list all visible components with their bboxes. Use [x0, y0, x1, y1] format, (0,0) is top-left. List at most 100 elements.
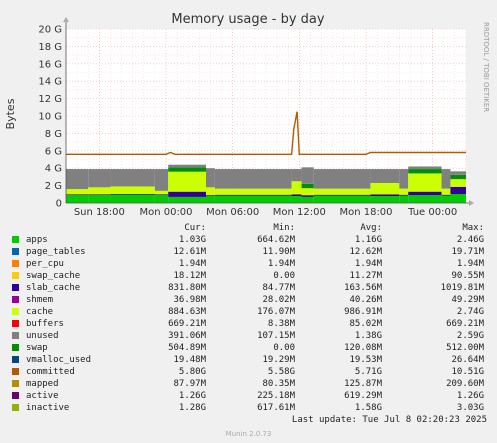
- area-slab-cache: [313, 194, 371, 196]
- legend-avg: 1.58G: [354, 403, 382, 413]
- area-slab-cache: [441, 194, 451, 196]
- legend-swatch: [12, 332, 19, 339]
- legend-header: Cur: Min: Avg: Max:: [12, 222, 488, 234]
- legend-min: 28.02M: [262, 295, 295, 305]
- legend-row-slab-cache: slab_cache 831.80M 84.77M 163.56M 1019.81M: [12, 282, 488, 294]
- legend-min: 80.35M: [262, 379, 295, 389]
- area-cache: [154, 190, 169, 195]
- legend-swatch: [12, 308, 19, 315]
- legend-cur: 884.63M: [168, 307, 206, 317]
- area-apps: [110, 194, 155, 203]
- area-apps: [408, 195, 442, 203]
- area-swap: [408, 169, 442, 174]
- legend-swatch: [12, 260, 19, 267]
- area-cache: [301, 188, 314, 196]
- legend-swatch: [12, 272, 19, 279]
- legend-swatch: [12, 284, 19, 291]
- memory-chart: Memory usage - by day Bytes RRDTOOL / TO…: [4, 12, 490, 218]
- area-slab-cache: [110, 193, 155, 195]
- col-avg: Avg:: [360, 223, 382, 233]
- area-swap: [301, 183, 314, 189]
- col-cur: Cur:: [184, 223, 206, 233]
- chart-title: Memory usage - by day: [171, 12, 324, 27]
- area-unused: [441, 169, 451, 189]
- legend-name: inactive: [26, 403, 70, 413]
- y-tick-label: 4 G: [45, 164, 62, 175]
- legend-min: 11.90M: [262, 247, 295, 257]
- area-apps: [168, 196, 206, 203]
- area-slab-cache: [301, 195, 314, 197]
- area-apps: [301, 196, 314, 203]
- legend-max: 10.51G: [451, 367, 484, 377]
- area-apps: [450, 194, 466, 203]
- x-tick-label: Mon 12:00: [273, 207, 326, 218]
- legend-min: 19.29M: [262, 355, 295, 365]
- legend-max: 2.46G: [456, 235, 484, 245]
- legend-row-swap-cache: swap_cache 18.12M 0.00 11.27M 90.55M: [12, 270, 488, 282]
- x-tick-labels: Sun 18:00 Mon 00:00 Mon 06:00 Mon 12:00 Mon …: [74, 207, 457, 218]
- legend-min: 107.15M: [257, 331, 295, 341]
- x-tick-label: Tue 00:00: [407, 207, 457, 218]
- legend-cur: 1.94M: [178, 259, 206, 269]
- area-unused: [66, 169, 89, 190]
- area-slab-cache: [206, 195, 215, 197]
- legend-avg: 5.71G: [354, 367, 382, 377]
- legend-swatch: [12, 296, 19, 303]
- y-tick-label: 6 G: [45, 146, 62, 157]
- area-slab-cache: [291, 194, 302, 197]
- area-cache: [313, 188, 371, 195]
- legend-min: 5.58G: [267, 367, 295, 377]
- legend-min: 8.38M: [267, 319, 295, 329]
- area-cache: [441, 188, 451, 195]
- legend-cur: 36.98M: [173, 295, 206, 305]
- area-unused: [206, 168, 215, 188]
- legend-swatch: [12, 392, 19, 399]
- legend-avg: 19.53M: [349, 355, 382, 365]
- legend-avg: 1.94M: [354, 259, 382, 269]
- legend-cur: 18.12M: [173, 271, 206, 281]
- legend-name: cache: [26, 307, 54, 317]
- area-apps: [214, 195, 292, 203]
- legend-name: vmalloc_used: [26, 355, 92, 365]
- area-swap: [450, 174, 466, 180]
- y-tick-label: 20 G: [38, 25, 62, 36]
- area-cache: [399, 188, 409, 195]
- area-apps: [206, 196, 215, 203]
- legend-max: 3.03G: [456, 403, 484, 413]
- area-apps: [88, 195, 111, 203]
- legend-max: 19.71M: [451, 247, 484, 257]
- legend-max: 26.64M: [451, 355, 484, 365]
- legend-name: buffers: [26, 319, 64, 329]
- area-cache: [408, 173, 442, 192]
- legend-max: 1019.81M: [440, 283, 484, 293]
- x-tick-label: Mon 00:00: [139, 207, 192, 218]
- area-slab-cache: [370, 194, 400, 197]
- legend-row-mapped: mapped 87.97M 80.35M 125.87M 209.60M: [12, 378, 488, 390]
- area-unused: [313, 169, 371, 189]
- legend-min: 176.07M: [257, 307, 295, 317]
- legend-row-shmem: shmem 36.98M 28.02M 40.26M 49.29M: [12, 294, 488, 306]
- x-axis-arrow: [469, 200, 474, 206]
- area-cache: [370, 182, 400, 195]
- legend-row-committed: committed 5.80G 5.58G 5.71G 10.51G: [12, 366, 488, 378]
- area-cache: [88, 187, 111, 195]
- legend-name: active: [26, 391, 59, 401]
- area-unused: [408, 166, 442, 170]
- legend-max: 1.26G: [456, 391, 484, 401]
- y-tick-label: 2 G: [45, 181, 62, 192]
- legend-cur: 19.48M: [173, 355, 206, 365]
- area-apps: [370, 196, 400, 203]
- x-tick-label: Mon 18:00: [339, 207, 392, 218]
- area-slab-cache: [66, 194, 89, 196]
- legend-max: 2.59G: [456, 331, 484, 341]
- legend-name: per_cpu: [26, 259, 64, 269]
- legend-swatch: [12, 404, 19, 411]
- legend-avg: 11.27M: [349, 271, 382, 281]
- y-tick-label: 10 G: [38, 112, 62, 123]
- legend-min: 617.61M: [257, 403, 295, 413]
- area-unused: [168, 164, 206, 168]
- area-unused: [110, 169, 155, 187]
- y-tick-label: 18 G: [38, 42, 62, 53]
- legend-avg: 120.08M: [344, 343, 382, 353]
- area-slab-cache: [408, 191, 442, 196]
